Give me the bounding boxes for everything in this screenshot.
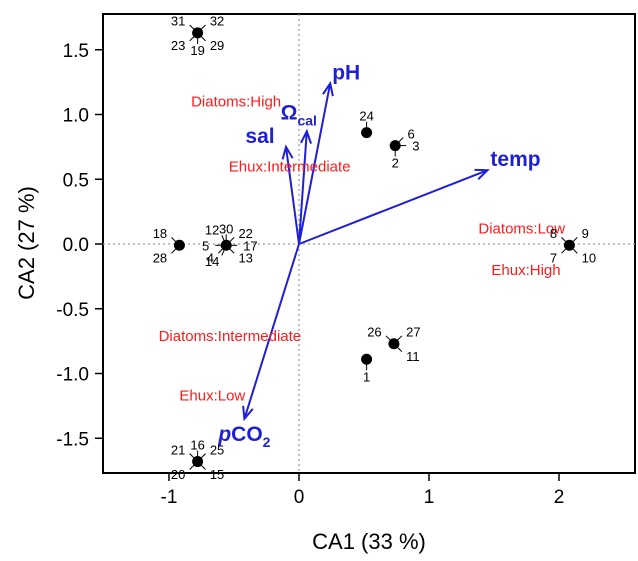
point-label: 25 — [210, 442, 224, 457]
sample-point — [220, 239, 232, 251]
group-label: Diatoms:Intermediate — [159, 328, 302, 345]
point-label: 11 — [406, 349, 420, 364]
point-label: 23 — [171, 38, 185, 53]
x-tick-label: 1 — [424, 487, 435, 508]
x-tick-label: 0 — [294, 487, 305, 508]
vector-label: sal — [245, 125, 274, 148]
point-label: 3 — [412, 139, 419, 154]
reference-lines — [103, 14, 635, 473]
point-label: 14 — [205, 254, 219, 269]
point-label: 13 — [238, 251, 252, 266]
point-label: 22 — [238, 226, 252, 241]
point-label: 4 — [207, 251, 214, 266]
point-label: 5 — [202, 238, 209, 253]
point-label: 29 — [210, 38, 224, 53]
vector-label: Ωcal — [281, 101, 317, 128]
sample-point — [173, 239, 185, 251]
vector-line — [298, 83, 332, 245]
y-tick-label: 0.0 — [63, 235, 89, 256]
y-tick-label: -1.0 — [56, 365, 89, 386]
point-label: 8 — [550, 226, 557, 241]
sample-point — [192, 456, 204, 468]
point-label: 19 — [190, 43, 204, 58]
point-label: 7 — [550, 251, 557, 266]
point-label: 26 — [367, 324, 381, 339]
vector-line — [285, 146, 300, 245]
y-tick-label: 1.5 — [63, 41, 89, 62]
group-label: Ehux:Intermediate — [229, 158, 351, 175]
group-label: Ehux:Low — [179, 388, 245, 405]
point-label: 21 — [171, 442, 185, 457]
group-label: Diatoms:Low — [478, 220, 565, 237]
y-tick-label: -0.5 — [56, 300, 89, 321]
vector-label: pH — [332, 61, 360, 84]
x-tick-label: 2 — [554, 487, 565, 508]
y-tick-label: 1.0 — [63, 106, 89, 127]
point-label: 15 — [210, 467, 224, 482]
group-label: Ehux:High — [491, 262, 560, 279]
point-label: 18 — [153, 226, 167, 241]
vector-line — [298, 131, 308, 245]
group-label: Diatoms:High — [191, 94, 281, 111]
sample-point — [361, 127, 373, 139]
point-label: 10 — [582, 251, 596, 266]
group-labels: Diatoms:High Ehux:Intermediate Diatoms:Low… — [159, 94, 566, 405]
sample-point — [361, 353, 373, 365]
vector-line — [243, 243, 300, 420]
point-label: 17 — [243, 238, 257, 253]
vector-arrowhead — [300, 128, 312, 144]
vector-line — [298, 169, 488, 245]
vector-label: pCO2 — [217, 423, 270, 450]
point-label: 32 — [210, 14, 224, 29]
vector-arrowhead — [474, 168, 490, 180]
y-axis-label: CA2 (27 %) — [14, 186, 39, 300]
sample-point — [192, 27, 204, 39]
point-label: 31 — [171, 14, 185, 29]
point-label: 12 — [205, 223, 219, 238]
point-label: 24 — [359, 109, 373, 124]
x-axis-label: CA1 (33 %) — [312, 529, 426, 554]
point-label: 6 — [407, 126, 414, 141]
point-label: 2 — [392, 156, 399, 171]
point-label: 27 — [406, 324, 420, 339]
sample-point — [388, 338, 400, 350]
y-tick-label: 0.5 — [63, 170, 89, 191]
point-label: 9 — [582, 226, 589, 241]
x-axis-ticks: -1 0 1 2 — [161, 473, 565, 508]
point-label: 20 — [171, 467, 185, 482]
y-tick-label: -1.5 — [56, 429, 89, 450]
sample-point — [389, 140, 401, 152]
x-tick-label: -1 — [161, 487, 178, 508]
point-label: 30 — [219, 221, 233, 236]
point-label: 28 — [153, 251, 167, 266]
vector-arrowhead — [281, 144, 294, 160]
sample-point — [563, 239, 575, 251]
vector-arrowhead — [322, 80, 334, 97]
y-axis-ticks: -1.5 -1.0 -0.5 0.0 0.5 1.0 1.5 — [56, 41, 103, 450]
point-label: 1 — [363, 369, 370, 384]
point-label: 16 — [190, 438, 204, 453]
vector-label: temp — [490, 148, 540, 171]
vector-arrowhead — [242, 405, 254, 422]
